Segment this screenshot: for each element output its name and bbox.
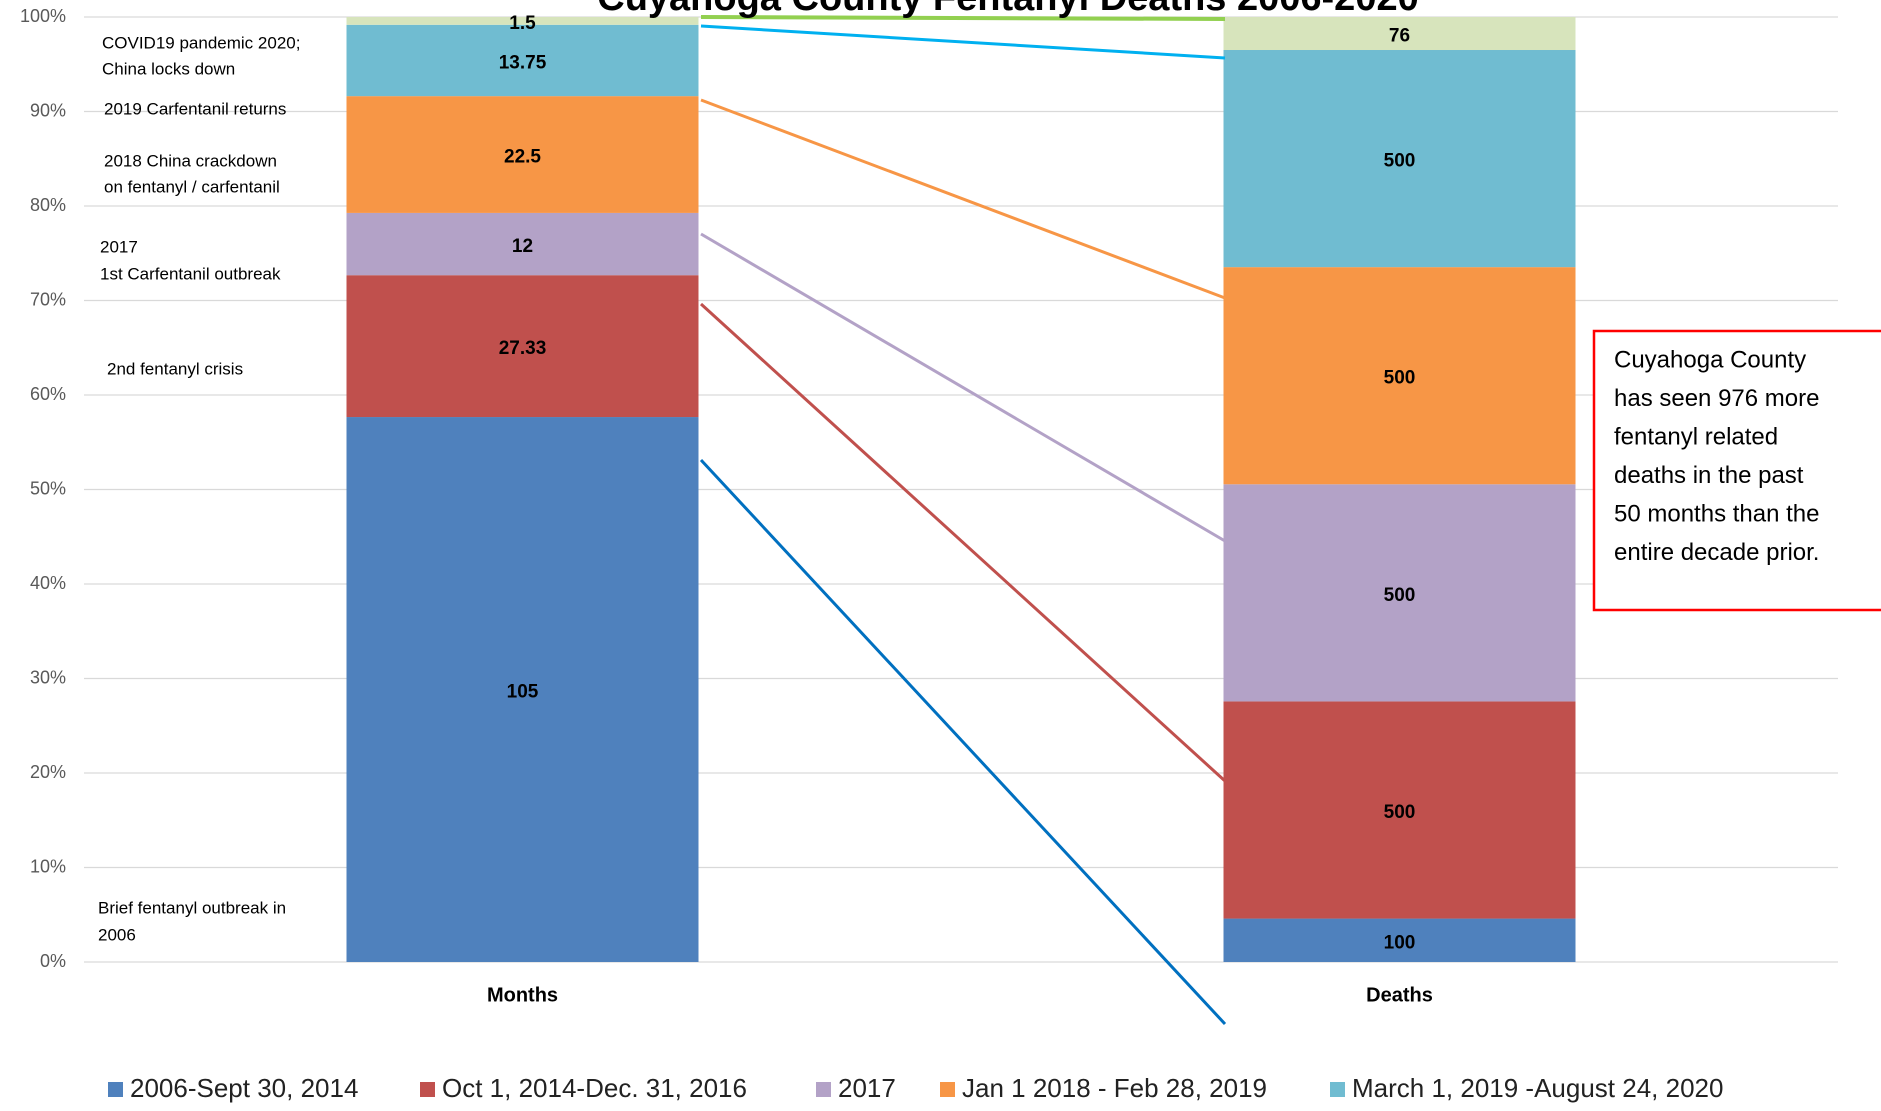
connector [700,98,1226,300]
legend-swatch [420,1082,435,1097]
y-tick-label: 0% [40,951,66,971]
connector [700,24,1226,60]
callout-box [1592,329,1881,612]
annotation: COVID19 pandemic 2020; [102,33,300,52]
bar-segment [346,275,699,418]
y-tick-label: 30% [30,667,66,687]
annotation: Brief fentanyl outbreak in [98,898,286,917]
legend-swatch [816,1082,831,1097]
data-label: 500 [1384,585,1416,606]
bar-segment [1223,17,1576,51]
legend-label: 2017 [838,1073,896,1103]
data-label: 22.5 [504,147,541,168]
data-label: 13.75 [499,52,547,73]
callout-text: 50 months than the [1614,500,1819,527]
bars [346,17,1576,962]
legend-label: Oct 1, 2014-Dec. 31, 2016 [442,1073,747,1103]
data-label: 27.33 [499,338,547,359]
connector [700,15,1226,21]
bar-segment [346,24,699,97]
y-tick-label: 50% [30,478,66,498]
y-tick-label: 60% [30,384,66,404]
callout-text: entire decade prior. [1614,539,1819,566]
legend-swatch [108,1082,123,1097]
bar-segment [1223,484,1576,702]
connector [699,302,1227,783]
annotation: 2006 [98,925,136,944]
annotation: 2017 [100,237,138,256]
connector [700,232,1226,543]
data-label: 100 [1384,932,1416,953]
bar-segment [1223,50,1576,268]
data-label: 1.5 [509,13,536,34]
chart-title: Cuyahoga County Fentanyl Deaths 2006-202… [597,0,1418,19]
data-label: 105 [507,682,539,703]
data-label: 500 [1384,151,1416,172]
y-tick-label: 20% [30,762,66,782]
bar-segment [1223,918,1576,962]
bar-segment [346,417,699,962]
y-tick-label: 100% [20,6,66,26]
callout-text: fentanyl related [1614,423,1778,450]
y-tick-label: 40% [30,573,66,593]
y-tick-label: 90% [30,100,66,120]
callout-text: Cuyahoga County [1614,346,1806,373]
annotation: 2nd fentanyl crisis [107,359,243,378]
bar-segment [346,96,699,213]
y-tick-label: 80% [30,195,66,215]
legend-swatch [940,1082,955,1097]
legend-label: 2006-Sept 30, 2014 [130,1073,358,1103]
legend-swatch [1330,1082,1345,1097]
bar-segment [346,17,699,25]
connectors [699,15,1227,1026]
bar-segment [1223,701,1576,919]
bar-segment [346,212,699,276]
connector [699,458,1227,1026]
legend-label: Jan 1 2018 - Feb 28, 2019 [962,1073,1267,1103]
annotation: 1st Carfentanil outbreak [100,264,281,283]
data-label: 76 [1389,26,1410,47]
data-label: 500 [1384,802,1416,823]
x-tick-label: Deaths [1366,984,1433,1006]
data-label: 12 [512,236,533,257]
x-tick-label: Months [487,984,558,1006]
callout-text: deaths in the past [1614,462,1804,489]
annotation: 2018 China crackdown [104,151,277,170]
callout-text: has seen 976 more [1614,385,1819,412]
annotation: China locks down [102,59,235,78]
legend-label: March 1, 2019 -August 24, 2020 [1352,1073,1723,1103]
bar-segment [1223,267,1576,485]
annotation: 2019 Carfentanil returns [104,99,286,118]
y-tick-label: 70% [30,289,66,309]
annotation: on fentanyl / carfentanil [104,177,280,196]
y-tick-label: 10% [30,856,66,876]
labels: 0% 10% 20% 30% 40% 50% 60% 70% 80% 90% 100% Months 1… [20,6,1724,1103]
data-label: 500 [1384,368,1416,389]
